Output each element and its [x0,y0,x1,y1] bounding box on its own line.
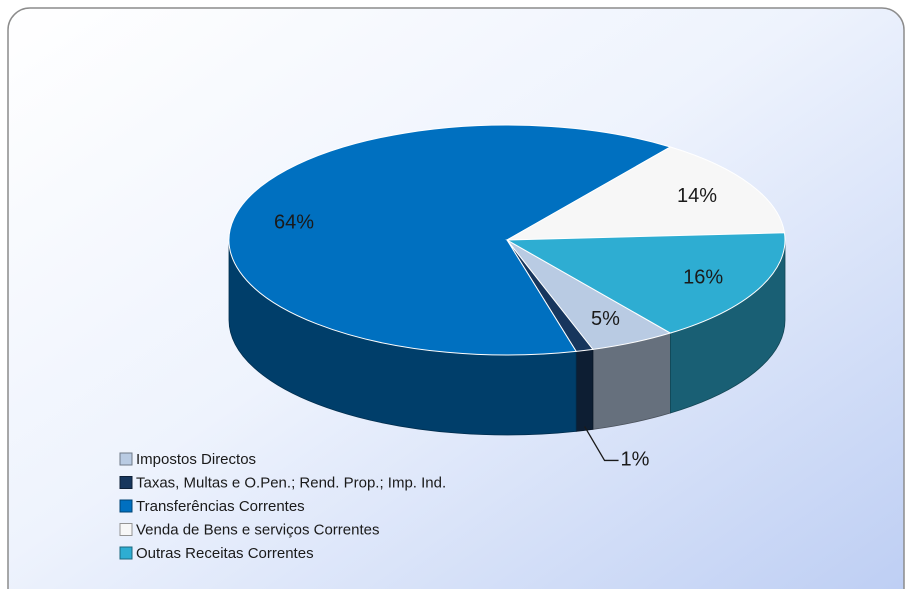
data-label: 1% [621,449,650,471]
pie-slice [505,232,786,334]
pie-walls [228,239,786,436]
legend-swatch [119,452,133,466]
legend-label: Outras Receitas Correntes [136,545,314,562]
leader-line [583,426,619,462]
legend-swatch [119,476,133,489]
data-label: 5% [591,308,620,330]
legend-label: Venda de Bens e serviços Correntes [136,521,379,538]
legend-label: Impostos Directos [136,451,256,468]
pie-slice [228,124,672,356]
data-labels: 5% 1% 64% 14% 16% [274,185,723,471]
pie-wall [575,348,594,432]
data-label: 64% [274,211,314,233]
legend-swatch [119,499,133,513]
data-label: 14% [677,185,717,207]
legend-label: Taxas, Multas e O.Pen.; Rend. Prop.; Imp… [136,474,446,491]
legend-swatch [119,546,133,560]
legend-swatch [119,523,133,536]
pie-slice [506,146,786,241]
data-label: 16% [683,266,723,288]
legend-label: Transferências Correntes [136,498,305,515]
pie-tops [228,124,786,356]
legend: Impostos Directos Taxas, Multas e O.Pen.;… [119,451,446,562]
